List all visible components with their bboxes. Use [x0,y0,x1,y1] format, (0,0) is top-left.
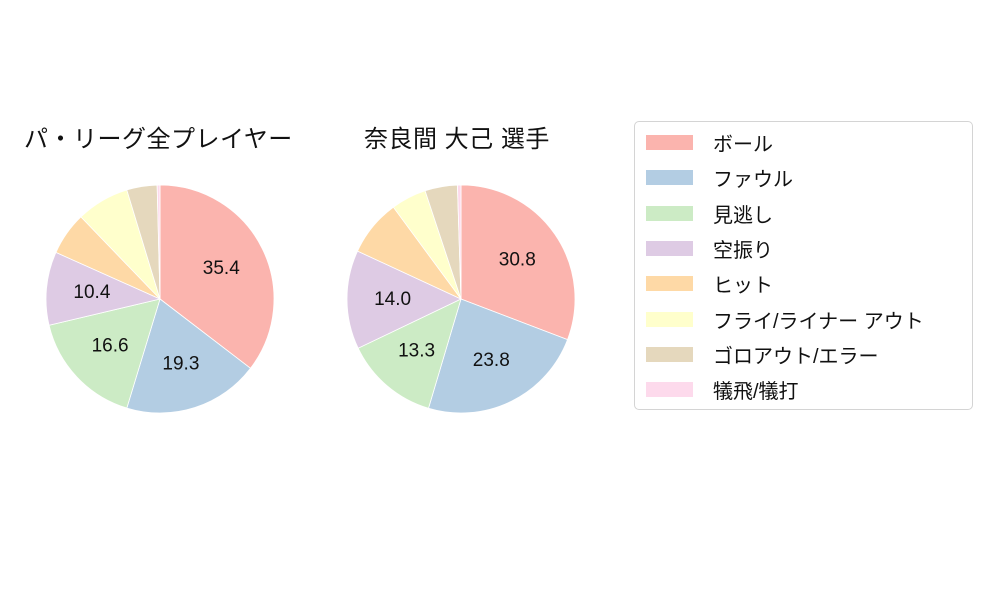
legend-item-sacrifice: 犠飛/犠打 [635,372,972,407]
legend-label: ボール [713,134,773,157]
pie-value-label: 19.3 [162,354,199,375]
pie-value-label: 23.8 [473,350,510,371]
pie-slice [428,298,569,413]
pie-value-label: 14.0 [374,289,411,310]
legend-swatch [646,382,693,398]
legend-label: ファウル [713,169,793,192]
left-pie-chart: 35.4 19.3 16.6 10.4 [46,185,274,413]
pie-slice [357,298,462,409]
legend-item-called-strike: 見逃し [635,196,972,231]
legend-swatch [646,241,693,257]
legend-label: 犠飛/犠打 [713,381,799,404]
legend-item-fly-liner-out: フライ/ライナー アウト [635,301,972,336]
right-pie-chart: 30.8 23.8 13.3 14.0 [347,185,575,413]
legend-swatch [646,276,693,292]
pie-slice [457,185,462,300]
legend-swatch [646,170,693,186]
legend-swatch [646,205,693,221]
legend-label: ヒット [713,275,773,298]
pie-slice [159,185,274,369]
pie-value-label: 30.8 [499,250,536,271]
right-pie-title: 奈良間 大己 選手 [364,126,550,153]
legend-item-foul: ファウル [635,160,972,195]
legend-label: フライ/ライナー アウト [713,310,924,333]
legend-label: 見逃し [713,204,773,227]
legend-label: ゴロアウト/エラー [713,345,879,368]
pie-value-label: 16.6 [92,335,129,356]
legend-label: 空振り [713,240,773,263]
legend-swatch [646,346,693,362]
pie-slice [347,250,462,349]
legend-item-ball: ボール [635,125,972,160]
legend-swatch [646,135,693,151]
pie-value-label: 10.4 [73,282,110,303]
legend: ボール ファウル 見逃し 空振り ヒット フライ/ライナー アウト ゴロアウト/… [634,121,973,410]
pie-value-label: 13.3 [398,341,435,362]
pie-slice [156,185,161,300]
pie-slice [460,185,575,341]
left-pie-title: パ・リーグ全プレイヤー [24,126,293,153]
pie-slice [126,298,252,413]
legend-item-groundout-error: ゴロアウト/エラー [635,337,972,372]
pie-slice [48,298,161,409]
legend-swatch [646,311,693,327]
pie-slice [46,251,162,326]
legend-item-hit: ヒット [635,266,972,301]
legend-item-swinging-miss: 空振り [635,231,972,266]
pie-value-label: 35.4 [203,258,240,279]
